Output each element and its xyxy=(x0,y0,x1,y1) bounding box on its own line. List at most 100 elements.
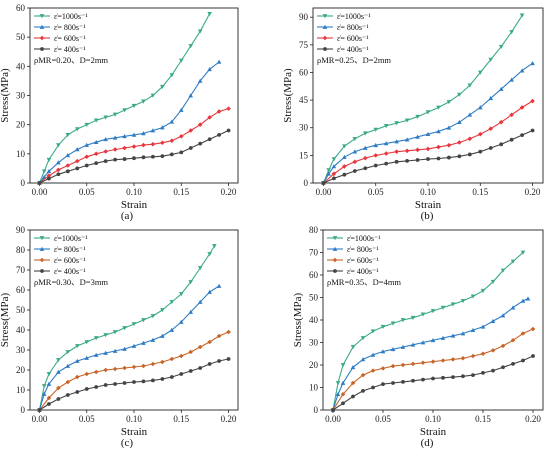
data-point xyxy=(500,313,506,318)
legend-marker xyxy=(333,269,337,273)
series-1 xyxy=(321,60,535,185)
y-tick-label: 0 xyxy=(304,178,309,188)
y-tick-label: 60 xyxy=(16,3,26,13)
legend-label: ε̇= 400s⁻¹ xyxy=(337,45,369,54)
data-point xyxy=(113,157,117,162)
data-point xyxy=(460,355,466,361)
data-point xyxy=(352,159,358,165)
data-point xyxy=(122,145,127,151)
data-point xyxy=(65,350,71,355)
data-point xyxy=(150,361,156,367)
data-point xyxy=(431,376,435,381)
data-point xyxy=(457,119,462,125)
data-point xyxy=(47,402,51,406)
data-point xyxy=(360,372,366,378)
data-point xyxy=(480,288,486,294)
condition-annotation: ρMR=0.30、D=3mm xyxy=(34,277,108,287)
data-point xyxy=(440,335,446,340)
data-point xyxy=(179,372,184,376)
data-point xyxy=(500,343,506,349)
data-point xyxy=(384,161,389,166)
legend-label: ε̇= 400s⁻¹ xyxy=(347,267,379,276)
data-point xyxy=(373,142,379,148)
data-point xyxy=(188,128,194,133)
x-tick-label: 0.05 xyxy=(368,187,384,197)
data-point xyxy=(150,93,156,98)
data-point xyxy=(226,106,231,111)
data-point xyxy=(340,391,346,397)
legend-marker xyxy=(323,47,327,51)
data-point xyxy=(467,136,473,142)
data-point xyxy=(394,149,399,154)
data-point xyxy=(112,330,118,335)
data-point xyxy=(179,150,184,155)
data-point xyxy=(93,369,99,375)
data-point xyxy=(380,349,386,354)
data-point xyxy=(331,164,337,169)
data-point xyxy=(93,151,99,157)
data-point xyxy=(490,279,496,285)
y-tick-label: 75 xyxy=(299,40,309,50)
panel-caption: (a) xyxy=(121,210,134,222)
data-point xyxy=(65,393,70,397)
data-point xyxy=(84,122,90,127)
data-point xyxy=(197,29,203,34)
data-point xyxy=(500,268,506,273)
x-tick-label: 0.05 xyxy=(79,187,95,197)
legend-marker xyxy=(39,246,45,251)
data-point xyxy=(390,321,396,326)
y-axis-title: Stress(MPa) xyxy=(0,68,11,123)
data-point xyxy=(160,308,165,313)
data-point xyxy=(141,340,146,345)
data-point xyxy=(93,118,99,123)
data-point xyxy=(141,99,146,104)
data-point xyxy=(470,294,476,299)
x-tick-label: 0.20 xyxy=(221,414,237,424)
data-point xyxy=(207,137,212,142)
data-point xyxy=(425,131,431,137)
data-point xyxy=(430,309,436,314)
data-point xyxy=(477,70,483,75)
data-point xyxy=(457,140,462,145)
data-point xyxy=(447,155,451,160)
y-tick-label: 20 xyxy=(309,360,319,370)
x-tick-label: 0.10 xyxy=(425,414,441,424)
legend-label: ε̇= 800s⁻¹ xyxy=(337,23,369,32)
legend-label: ε̇= 800s⁻¹ xyxy=(347,245,379,254)
x-tick-label: 0.00 xyxy=(325,414,341,424)
series-0 xyxy=(321,13,525,186)
data-point xyxy=(457,154,462,159)
data-point xyxy=(415,158,420,162)
data-point xyxy=(342,154,347,160)
data-point xyxy=(371,385,375,390)
legend-label: ε̇= 600s⁻¹ xyxy=(337,34,369,43)
data-point xyxy=(340,363,346,368)
data-point xyxy=(56,172,61,177)
data-point xyxy=(461,374,465,379)
y-tick-label: 60 xyxy=(309,270,319,280)
data-point xyxy=(332,176,336,181)
data-point xyxy=(216,109,222,114)
data-point xyxy=(122,346,127,351)
x-tick-label: 0.00 xyxy=(316,187,332,197)
data-point xyxy=(440,305,446,310)
data-point xyxy=(94,385,99,389)
y-tick-label: 0 xyxy=(21,405,26,415)
y-tick-label: 70 xyxy=(16,265,26,275)
data-point xyxy=(470,327,476,332)
data-point xyxy=(520,250,526,255)
data-point xyxy=(216,283,222,288)
data-point xyxy=(56,385,61,391)
data-point xyxy=(212,244,217,249)
data-point xyxy=(394,121,399,126)
legend-marker xyxy=(39,236,45,241)
legend-marker xyxy=(39,35,45,41)
series-3 xyxy=(321,128,535,185)
data-point xyxy=(132,156,136,161)
data-point xyxy=(530,128,535,133)
data-point xyxy=(342,164,347,169)
data-point xyxy=(160,359,165,365)
data-point xyxy=(525,296,531,301)
data-point xyxy=(93,352,99,357)
series-line xyxy=(323,62,533,184)
